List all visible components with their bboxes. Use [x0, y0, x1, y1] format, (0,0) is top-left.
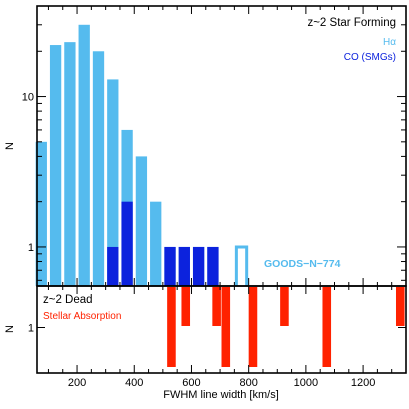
- stellar-absorption-bar: [395, 287, 405, 326]
- top-panel-title: z~2 Star Forming: [307, 17, 396, 29]
- co-smg-bar: [107, 246, 119, 286]
- x-tick-label: 600: [182, 377, 200, 389]
- h-alpha-bar: [64, 42, 76, 286]
- top-plot-frame: [36, 5, 407, 287]
- legend-stellar-absorption: Stellar Absorption: [43, 311, 121, 322]
- co-smg-bar: [121, 201, 133, 286]
- stellar-absorption-bar: [167, 287, 176, 367]
- y-tick-label: 1: [28, 323, 34, 335]
- h-alpha-bar: [78, 24, 90, 287]
- x-tick-label: 1200: [351, 377, 375, 389]
- stellar-absorption-bar: [248, 287, 258, 367]
- bottom-panel-bars: [167, 287, 405, 367]
- co-smg-bar: [178, 246, 190, 286]
- h-alpha-bar: [107, 79, 119, 286]
- h-alpha-bar: [49, 45, 62, 286]
- x-tick-label: 200: [68, 377, 86, 389]
- h-alpha-bar: [92, 51, 105, 287]
- stellar-absorption-bar: [322, 287, 332, 367]
- h-alpha-bar: [35, 141, 47, 286]
- top-panel-bars: [35, 24, 249, 287]
- x-tick-label: 1000: [294, 377, 318, 389]
- co-smg-bar: [192, 246, 205, 286]
- bottom-plot-frame: [36, 285, 407, 374]
- top-y-axis-label: N: [4, 142, 16, 150]
- h-alpha-bar: [150, 201, 162, 286]
- co-smg-bar: [207, 246, 219, 286]
- stellar-absorption-bar: [181, 287, 191, 326]
- legend-h-alpha: Hα: [383, 37, 396, 48]
- bottom-y-axis-label: N: [4, 325, 16, 333]
- x-tick-label: 800: [239, 377, 257, 389]
- y-tick-label: 1: [28, 242, 34, 254]
- h-alpha-bar: [135, 156, 148, 286]
- co-smg-bar: [164, 246, 176, 286]
- x-tick-label: 400: [125, 377, 143, 389]
- stellar-absorption-bar: [221, 287, 231, 367]
- goods-n-774-label: GOODS−N−774: [264, 258, 341, 270]
- stellar-absorption-bar: [280, 287, 289, 326]
- y-tick-label: 10: [22, 92, 34, 104]
- x-axis-label: FWHM line width [km/s]: [163, 389, 279, 401]
- bottom-panel-title: z~2 Dead: [43, 294, 93, 306]
- stellar-absorption-bar: [212, 287, 221, 326]
- legend-co-smgs: CO (SMGs): [344, 52, 396, 63]
- goods-n-774-bar: [234, 245, 249, 286]
